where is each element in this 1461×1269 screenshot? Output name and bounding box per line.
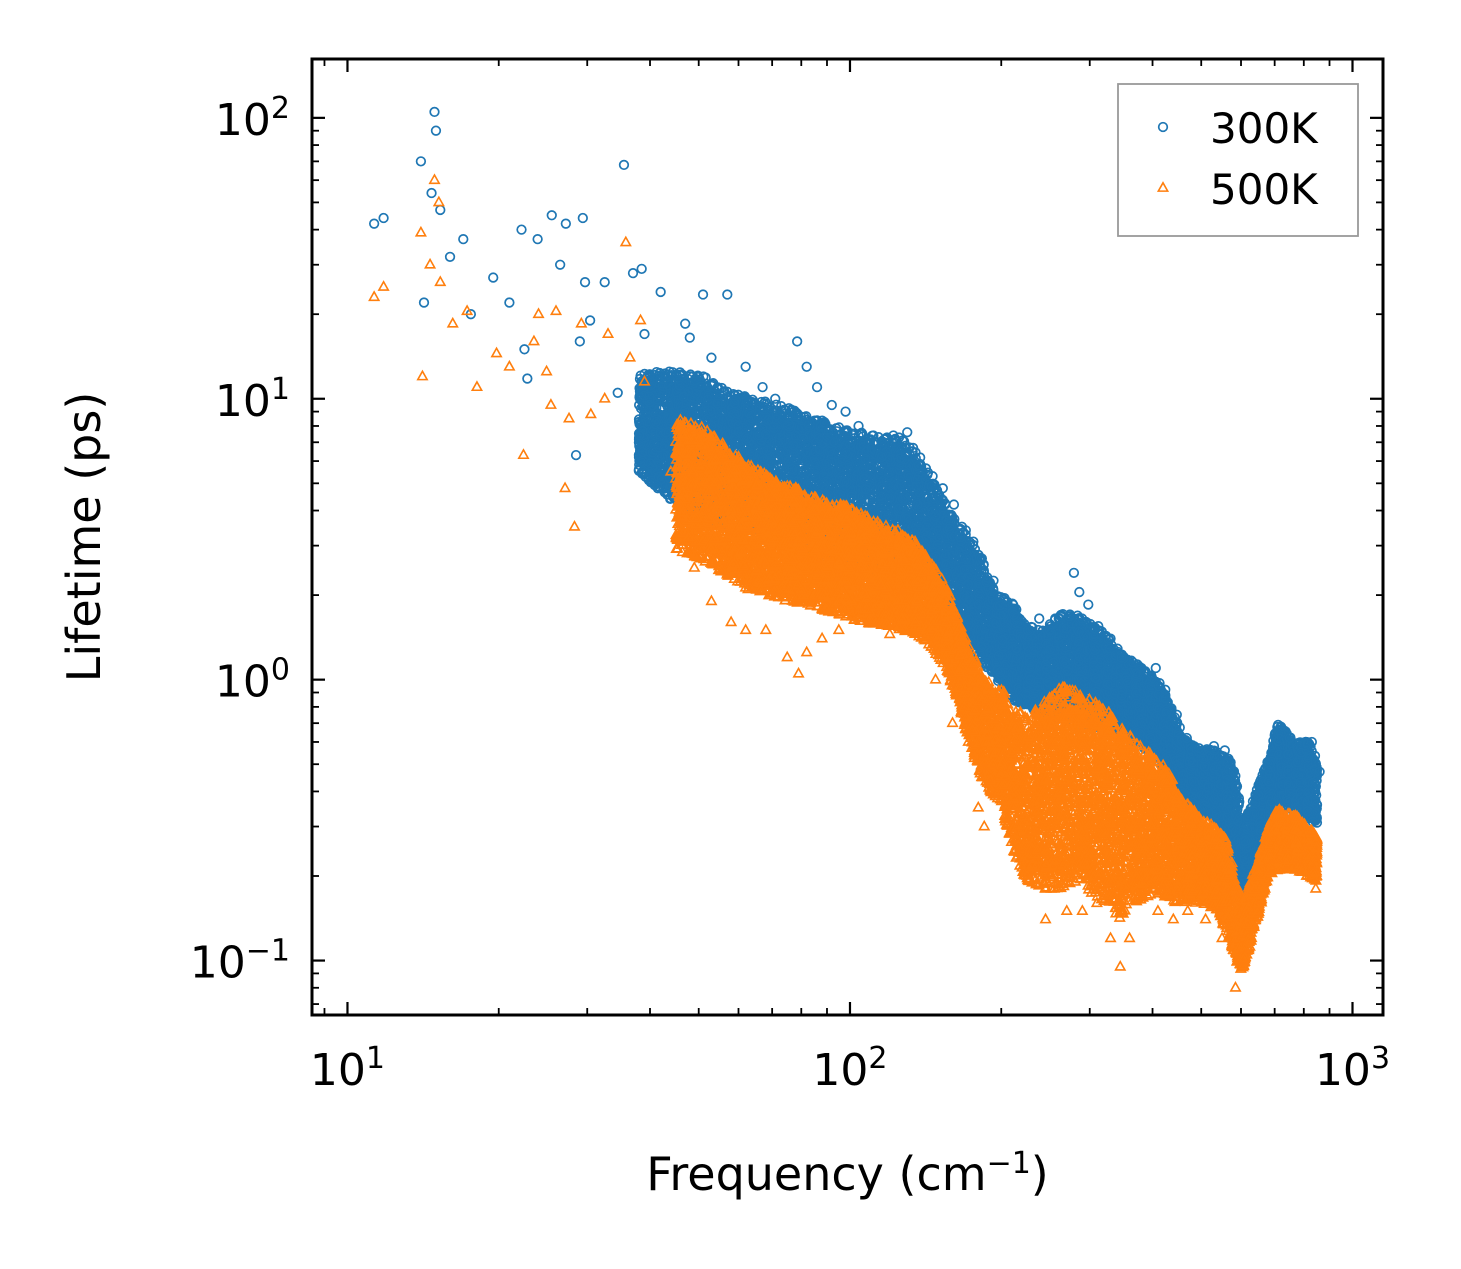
scatter-chart: 101102103 10−1100101102 Frequency (cm−1)…: [0, 0, 1461, 1265]
chart-container: 101102103 10−1100101102 Frequency (cm−1)…: [0, 0, 1461, 1265]
